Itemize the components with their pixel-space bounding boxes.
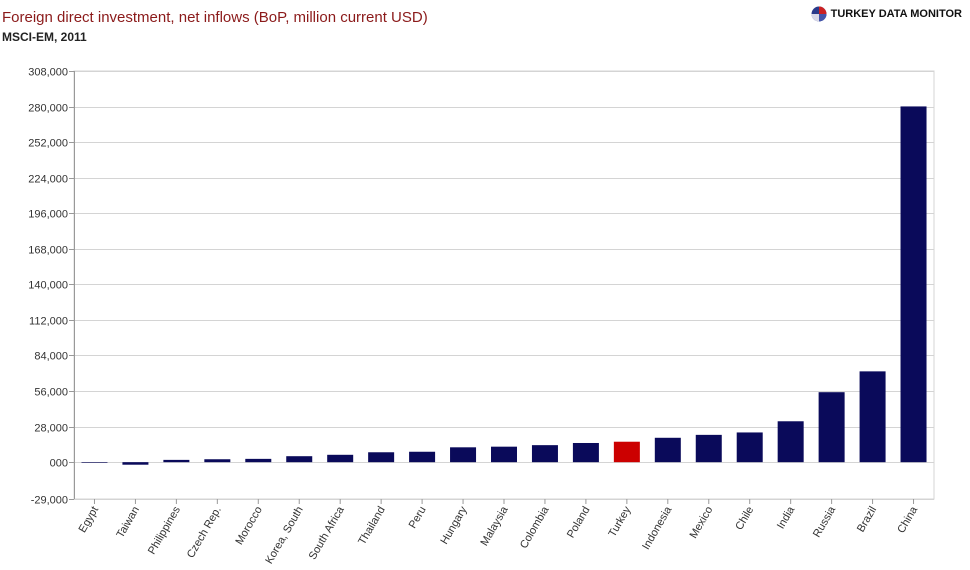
y-tick-label: 168,000 [28,245,68,257]
y-tick-label: 84,000 [34,351,68,363]
y-tick-label: 252,000 [28,138,68,150]
brand-logo: TURKEY DATA MONITOR [811,6,962,22]
bar [163,459,190,463]
y-tick-label: 224,000 [28,174,68,186]
x-tick-label: Chile [733,505,756,533]
bar [204,459,231,463]
y-tick-label: 28,000 [34,423,68,435]
x-tick-label: Philippines [146,504,183,557]
y-tick-label: 56,000 [34,387,68,399]
bar [859,371,886,463]
brand-name: TURKEY DATA MONITOR [830,8,962,20]
y-tick-label: 196,000 [28,209,68,221]
bar [777,421,804,463]
chart-title: Foreign direct investment, net inflows (… [2,9,428,26]
x-tick-label: Taiwan [115,505,143,541]
bar [245,458,272,463]
bar [81,462,108,463]
x-tick-label: Morocco [233,505,264,548]
bar [122,462,149,465]
bar [450,447,477,463]
x-tick-label: India [775,504,798,531]
bar [654,437,681,463]
x-tick-label: China [895,504,920,536]
bar [900,106,927,463]
x-tick-label: Peru [407,505,429,531]
x-tick-label: Malaysia [479,504,512,548]
y-tick-label: 280,000 [28,103,68,115]
globe-icon [811,6,827,22]
x-tick-label: Indonesia [640,504,675,552]
x-tick-label: Egypt [77,505,101,535]
x-tick-label: Brazil [855,505,879,535]
y-tick-label: 000 [50,458,68,470]
x-tick-label: Czech Rep. [185,505,224,561]
x-tick-label: Hungary [438,504,469,546]
x-tick-label: Russia [811,504,839,540]
x-tick-label: Mexico [688,505,716,541]
bar [286,456,313,463]
bar [531,445,558,463]
bar [409,451,436,463]
bar [368,452,395,463]
bar [572,442,599,463]
x-tick-label: Thailand [356,505,387,548]
x-tick-label: Poland [565,505,593,541]
bar [736,432,763,463]
x-tick-label: Korea, South [263,505,306,567]
x-tick-label: Colombia [518,504,552,551]
y-tick-label: -29,000 [31,495,68,507]
bar [327,454,354,463]
chart-subtitle: MSCI-EM, 2011 [2,30,87,44]
bar [491,446,517,463]
x-tick-label: Turkey [606,504,633,539]
bar [695,434,722,463]
bar [818,392,845,463]
y-tick-label: 308,000 [28,67,68,79]
bar [613,441,640,463]
y-tick-label: 112,000 [29,316,68,328]
x-tick-label: South Africa [307,504,347,562]
y-tick-label: 140,000 [28,280,68,292]
